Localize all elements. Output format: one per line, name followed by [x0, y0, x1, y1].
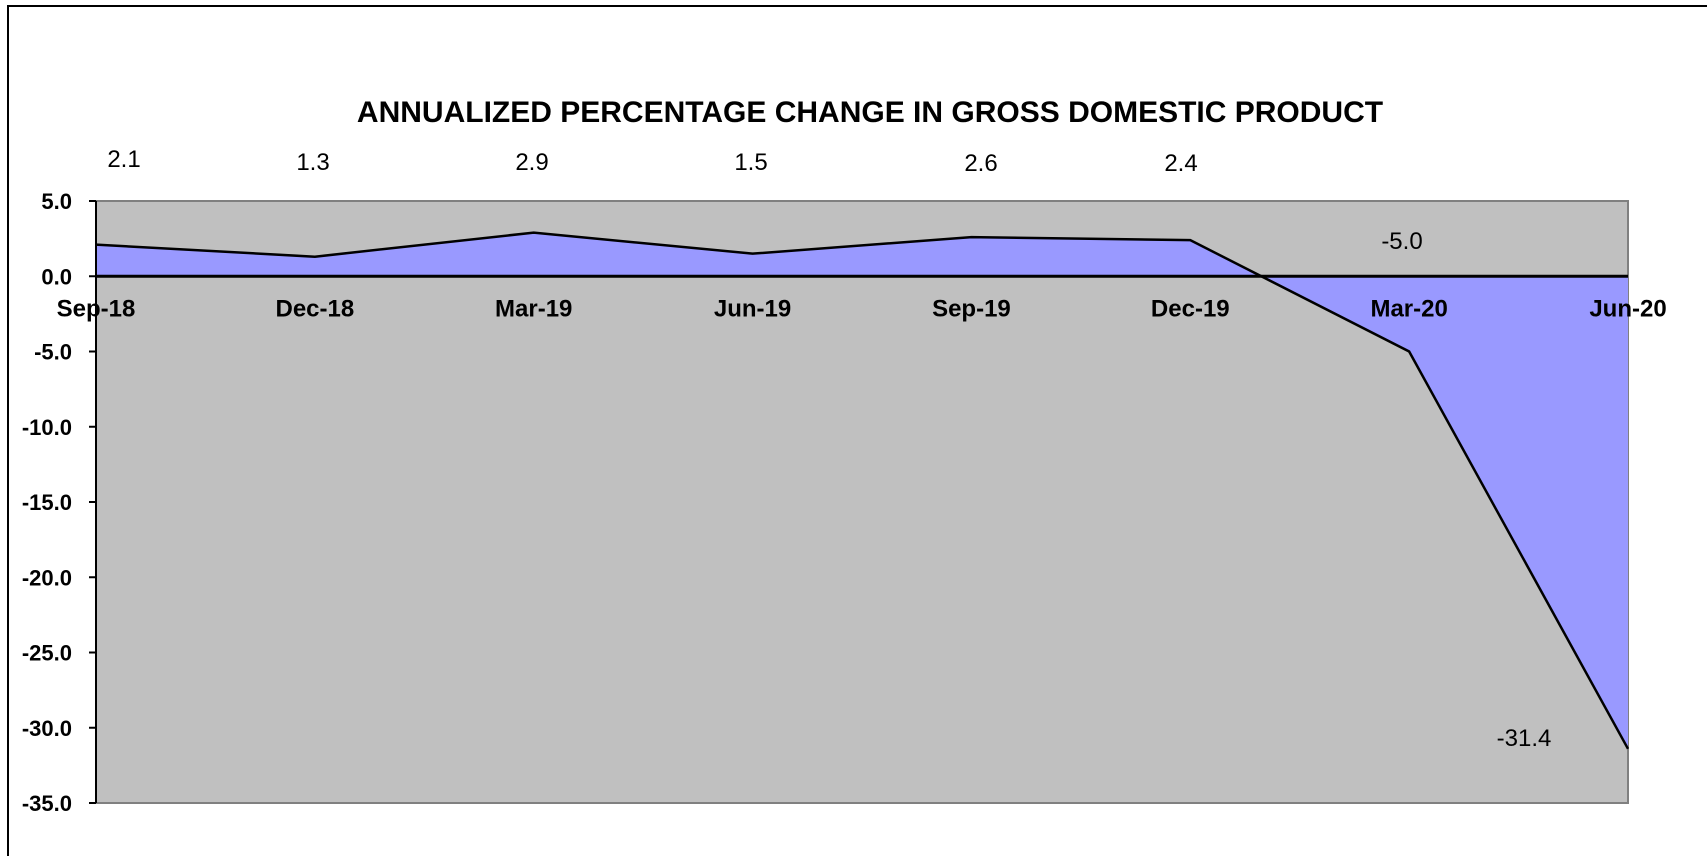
- data-label: 1.3: [296, 149, 329, 176]
- y-axis: 5.0 0.0 -5.0 -10.0 -15.0 -20.0 -25.0 -30.0 -35.0: [22, 189, 96, 816]
- y-tick-label: -30.0: [22, 716, 72, 741]
- x-tick-label: Jun-20: [1589, 295, 1666, 322]
- y-tick-label: -20.0: [22, 565, 72, 590]
- gdp-area-fill: [96, 232, 1628, 749]
- chart-title: ANNUALIZED PERCENTAGE CHANGE IN GROSS DO…: [357, 96, 1383, 129]
- x-tick-label: Sep-18: [57, 295, 136, 322]
- x-tick-label: Dec-19: [1151, 295, 1230, 322]
- data-label: 2.4: [1164, 150, 1197, 177]
- y-tick-label: 0.0: [41, 264, 72, 289]
- gdp-series-line: [95, 231, 1630, 750]
- y-tick-label: -25.0: [22, 641, 72, 666]
- x-tick-label: Dec-18: [275, 295, 354, 322]
- y-tick-label: -15.0: [22, 490, 72, 515]
- x-axis: Sep-18 Dec-18 Mar-19 Jun-19 Sep-19 Dec-19 Mar-…: [57, 295, 1667, 322]
- y-tick-label: 5.0: [41, 189, 72, 214]
- data-label: 2.9: [515, 149, 548, 176]
- data-labels: 2.1 1.3 2.9 1.5 2.6 2.4 -5.0 -31.4: [107, 146, 1551, 752]
- data-label: 2.1: [107, 146, 140, 173]
- data-label: -5.0: [1381, 228, 1422, 255]
- x-tick-label: Mar-20: [1370, 295, 1447, 322]
- x-tick-label: Sep-19: [932, 295, 1011, 322]
- x-tick-label: Jun-19: [714, 295, 791, 322]
- x-tick-label: Mar-19: [495, 295, 572, 322]
- data-label: 2.6: [964, 150, 997, 177]
- y-tick-label: -35.0: [22, 791, 72, 816]
- chart-frame: [7, 5, 1707, 856]
- y-tick-label: -5.0: [34, 340, 72, 365]
- y-tick-label: -10.0: [22, 415, 72, 440]
- data-label: 1.5: [734, 149, 767, 176]
- data-label: -31.4: [1497, 725, 1552, 752]
